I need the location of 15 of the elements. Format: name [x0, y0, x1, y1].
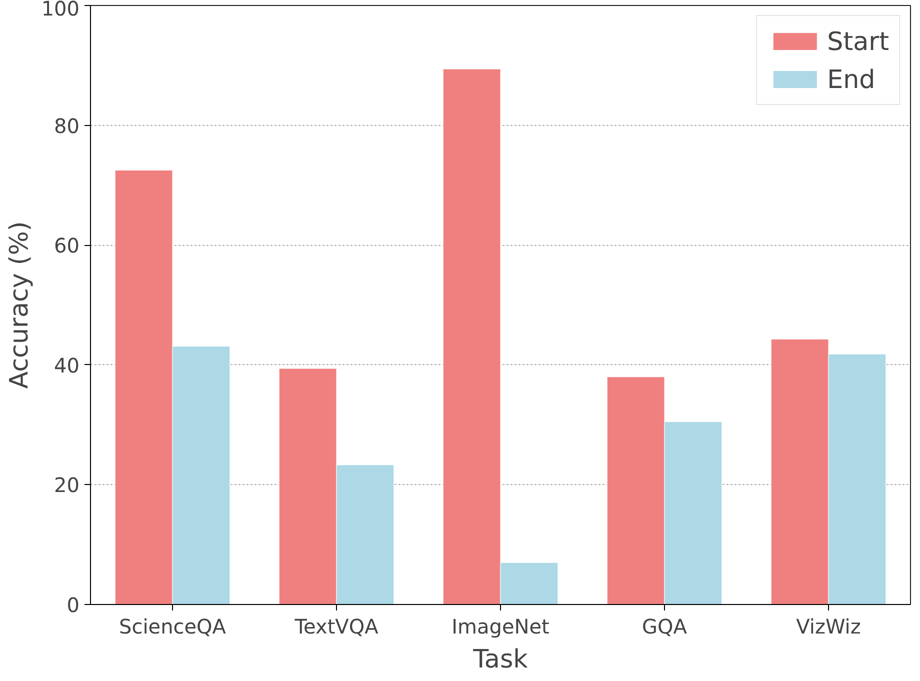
x-tick-label: VizWiz — [796, 614, 861, 638]
y-tick-label: 20 — [54, 473, 80, 498]
y-tick-label: 60 — [54, 234, 80, 258]
y-tick-label: 40 — [54, 353, 80, 378]
y-tick-label: 100 — [41, 0, 80, 20]
x-axis-title: Task — [472, 644, 528, 674]
x-tick-label: GQA — [642, 614, 688, 638]
y-axis-title: Accuracy (%) — [3, 221, 34, 389]
x-tick-label: ScienceQA — [119, 614, 226, 638]
y-tick-label: 0 — [66, 593, 80, 617]
x-tick-label: ImageNet — [452, 614, 550, 638]
legend-label: Start — [827, 26, 889, 56]
x-tick-label: TextVQA — [294, 614, 379, 638]
y-tick-label: 80 — [54, 114, 80, 138]
legend-label: End — [827, 64, 876, 94]
